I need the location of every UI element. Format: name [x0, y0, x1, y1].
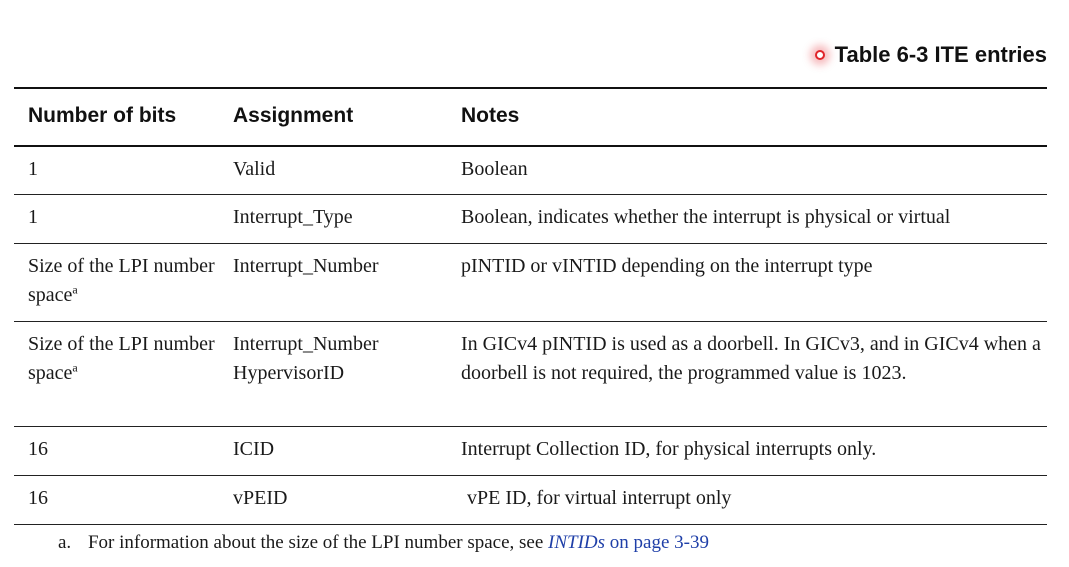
table-row: 16 ICID Interrupt Collection ID, for phy…	[14, 427, 1047, 476]
intids-link[interactable]: INTIDs on page 3-39	[548, 532, 709, 553]
table-header-row: Number of bits Assignment Notes	[14, 89, 1047, 145]
assignment-cell: vPEID	[233, 487, 288, 509]
notes-cell: In GICv4 pINTID is used as a doorbell. I…	[461, 333, 1041, 384]
header-notes: Notes	[461, 104, 520, 127]
bits-cell: 1	[28, 206, 38, 228]
notes-cell: Interrupt Collection ID, for physical in…	[461, 438, 877, 460]
assignment-line-2: HypervisorID	[233, 362, 345, 384]
bits-cell: Size of the LPI number spacea	[28, 330, 218, 388]
footnote-text: For information about the size of the LP…	[87, 532, 549, 553]
assignment-cell: Valid	[233, 158, 276, 180]
bits-text: Size of the LPI number space	[28, 255, 215, 306]
assignment-cell: Interrupt_Number HypervisorID	[233, 330, 463, 388]
table-top-rule	[14, 87, 1047, 89]
notes-cell: Boolean, indicates whether the interrupt…	[461, 206, 951, 228]
assignment-cell: Interrupt_Type	[233, 206, 353, 228]
table-row: 1 Interrupt_Type Boolean, indicates whet…	[14, 195, 1047, 244]
bits-cell: 1	[28, 158, 38, 180]
assignment-cell: Interrupt_Number	[233, 255, 379, 277]
notes-cell: pINTID or vINTID depending on the interr…	[461, 255, 873, 277]
table-row: 16 vPEID vPE ID, for virtual interrupt o…	[14, 476, 1047, 525]
header-number-of-bits: Number of bits	[28, 104, 177, 127]
bits-cell: 16	[28, 438, 48, 460]
table-row: Size of the LPI number spacea Interrupt_…	[14, 244, 1047, 322]
table-title-text: Table 6-3 ITE entries	[834, 42, 1047, 67]
header-assignment: Assignment	[233, 104, 354, 127]
notes-cell: Boolean	[461, 158, 528, 180]
footnote-letter: a.	[58, 532, 72, 553]
table-footnote: a. For information about the size of the…	[58, 532, 709, 554]
table-title: Table 6-3 ITE entries	[814, 42, 1047, 68]
bits-cell: 16	[28, 487, 48, 509]
table-header-rule	[14, 145, 1047, 147]
footnote-marker: a	[72, 282, 78, 297]
bits-cell: Size of the LPI number spacea	[28, 252, 218, 310]
intids-link-page[interactable]: on page 3-39	[605, 532, 709, 553]
assignment-line-1: Interrupt_Number	[233, 333, 379, 355]
bits-text: Size of the LPI number space	[28, 333, 215, 384]
table-row: Size of the LPI number spacea Interrupt_…	[14, 322, 1047, 427]
footnote-marker: a	[72, 360, 78, 375]
intids-link-italic[interactable]: INTIDs	[548, 532, 606, 553]
ite-entries-table: Number of bits Assignment Notes 1 Valid …	[14, 87, 1047, 525]
assignment-cell: ICID	[233, 438, 275, 460]
red-circle-pointer-icon	[814, 50, 825, 60]
notes-cell: vPE ID, for virtual interrupt only	[467, 487, 732, 509]
table-row: 1 Valid Boolean	[14, 147, 1047, 195]
